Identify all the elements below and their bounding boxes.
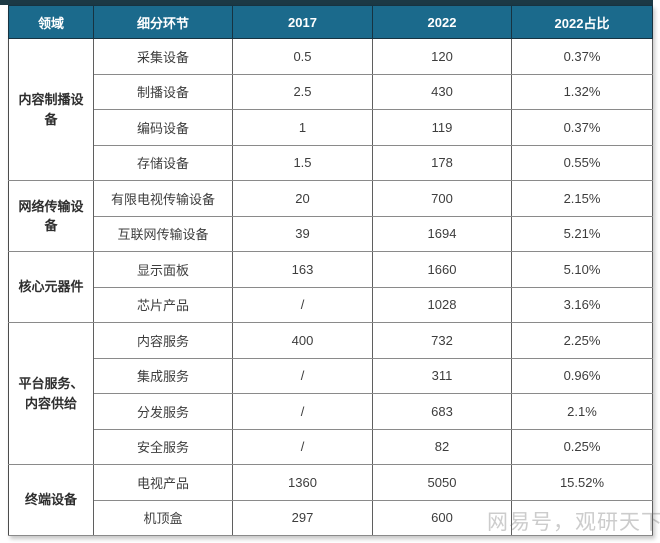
share-2022-cell: 0.55% — [511, 144, 653, 181]
share-2022-cell: 2.15% — [511, 180, 653, 217]
value-2017-cell: / — [232, 428, 373, 465]
value-2017-cell: / — [232, 393, 373, 430]
segment-cell: 芯片产品 — [93, 286, 233, 323]
segment-cell: 电视产品 — [93, 464, 233, 501]
table-row: 机顶盒 297 600 — [9, 499, 653, 536]
group-cell-platform-services: 平台服务、内容供给 — [8, 322, 94, 465]
table-container: 领域 细分环节 2017 2022 2022占比 内容制播设备 采集设备 0.5… — [8, 5, 653, 536]
value-2022-cell: 82 — [372, 428, 512, 465]
table-top-border — [0, 0, 653, 5]
segment-cell: 编码设备 — [93, 109, 233, 146]
table-row: 网络传输设备 有限电视传输设备 20 700 2.15% — [8, 180, 653, 252]
share-2022-cell: 2.25% — [511, 322, 653, 359]
industry-segment-table: 领域 细分环节 2017 2022 2022占比 内容制播设备 采集设备 0.5… — [8, 5, 653, 536]
value-2017-cell: / — [232, 286, 373, 323]
table-row: 平台服务、内容供给 内容服务 400 732 2.25% — [8, 322, 653, 465]
value-2017-cell: 1.5 — [232, 144, 373, 181]
value-2017-cell: 20 — [232, 180, 373, 217]
value-2022-cell: 119 — [372, 109, 512, 146]
column-header-segment: 细分环节 — [93, 5, 233, 39]
value-2022-cell: 732 — [372, 322, 512, 359]
segment-cell: 存储设备 — [93, 144, 233, 181]
group-cell-terminal-equipment: 终端设备 — [8, 464, 94, 536]
value-2022-cell: 1660 — [372, 251, 512, 288]
value-2017-cell: / — [232, 357, 373, 394]
share-2022-cell: 3.16% — [511, 286, 653, 323]
table-row: 制播设备 2.5 430 1.32% — [9, 73, 653, 110]
column-header-2022-share: 2022占比 — [511, 5, 653, 39]
share-2022-cell: 5.10% — [511, 251, 653, 288]
segment-cell: 显示面板 — [93, 251, 233, 288]
share-2022-cell: 0.96% — [511, 357, 653, 394]
table-row: 编码设备 1 119 0.37% — [9, 109, 653, 146]
segment-cell: 制播设备 — [93, 73, 233, 110]
table-row: 核心元器件 显示面板 163 1660 5.10% — [8, 251, 653, 323]
group-cell-core-components: 核心元器件 — [8, 251, 94, 323]
share-2022-cell: 0.25% — [511, 428, 653, 465]
value-2017-cell: 400 — [232, 322, 373, 359]
value-2022-cell: 430 — [372, 73, 512, 110]
table-row: 安全服务 / 82 0.25% — [9, 428, 653, 465]
share-2022-cell: 2.1% — [511, 393, 653, 430]
value-2017-cell: 39 — [232, 215, 373, 252]
segment-cell: 有限电视传输设备 — [93, 180, 233, 217]
segment-cell: 分发服务 — [93, 393, 233, 430]
segment-cell: 安全服务 — [93, 428, 233, 465]
segment-cell: 互联网传输设备 — [93, 215, 233, 252]
share-2022-cell: 0.37% — [511, 38, 653, 75]
share-2022-cell: 15.52% — [511, 464, 653, 501]
group-cell-network-transmission: 网络传输设备 — [8, 180, 94, 252]
value-2017-cell: 297 — [232, 499, 373, 536]
segment-cell: 机顶盒 — [93, 499, 233, 536]
column-header-field: 领域 — [8, 5, 94, 39]
table-row: 集成服务 / 311 0.96% — [9, 357, 653, 394]
column-header-2017: 2017 — [232, 5, 373, 39]
share-2022-cell — [511, 499, 653, 536]
value-2022-cell: 1694 — [372, 215, 512, 252]
table-row: 存储设备 1.5 178 0.55% — [9, 144, 653, 181]
table-row: 芯片产品 / 1028 3.16% — [9, 286, 653, 323]
value-2017-cell: 1360 — [232, 464, 373, 501]
value-2022-cell: 600 — [372, 499, 512, 536]
value-2022-cell: 5050 — [372, 464, 512, 501]
value-2022-cell: 311 — [372, 357, 512, 394]
value-2022-cell: 178 — [372, 144, 512, 181]
share-2022-cell: 0.37% — [511, 109, 653, 146]
table-row: 内容制播设备 采集设备 0.5 120 0.37% — [8, 38, 653, 181]
column-header-2022: 2022 — [372, 5, 512, 39]
group-cell-content-production: 内容制播设备 — [8, 38, 94, 181]
table-row: 互联网传输设备 39 1694 5.21% — [9, 215, 653, 252]
value-2022-cell: 700 — [372, 180, 512, 217]
value-2017-cell: 0.5 — [232, 38, 373, 75]
value-2017-cell: 1 — [232, 109, 373, 146]
value-2017-cell: 163 — [232, 251, 373, 288]
segment-cell: 采集设备 — [93, 38, 233, 75]
value-2022-cell: 120 — [372, 38, 512, 75]
value-2022-cell: 683 — [372, 393, 512, 430]
table-row: 终端设备 电视产品 1360 5050 15.52% — [8, 464, 653, 536]
value-2022-cell: 1028 — [372, 286, 512, 323]
share-2022-cell: 5.21% — [511, 215, 653, 252]
header-row: 领域 细分环节 2017 2022 2022占比 — [8, 5, 653, 39]
table-row: 分发服务 / 683 2.1% — [9, 393, 653, 430]
segment-cell: 集成服务 — [93, 357, 233, 394]
share-2022-cell: 1.32% — [511, 73, 653, 110]
value-2017-cell: 2.5 — [232, 73, 373, 110]
segment-cell: 内容服务 — [93, 322, 233, 359]
